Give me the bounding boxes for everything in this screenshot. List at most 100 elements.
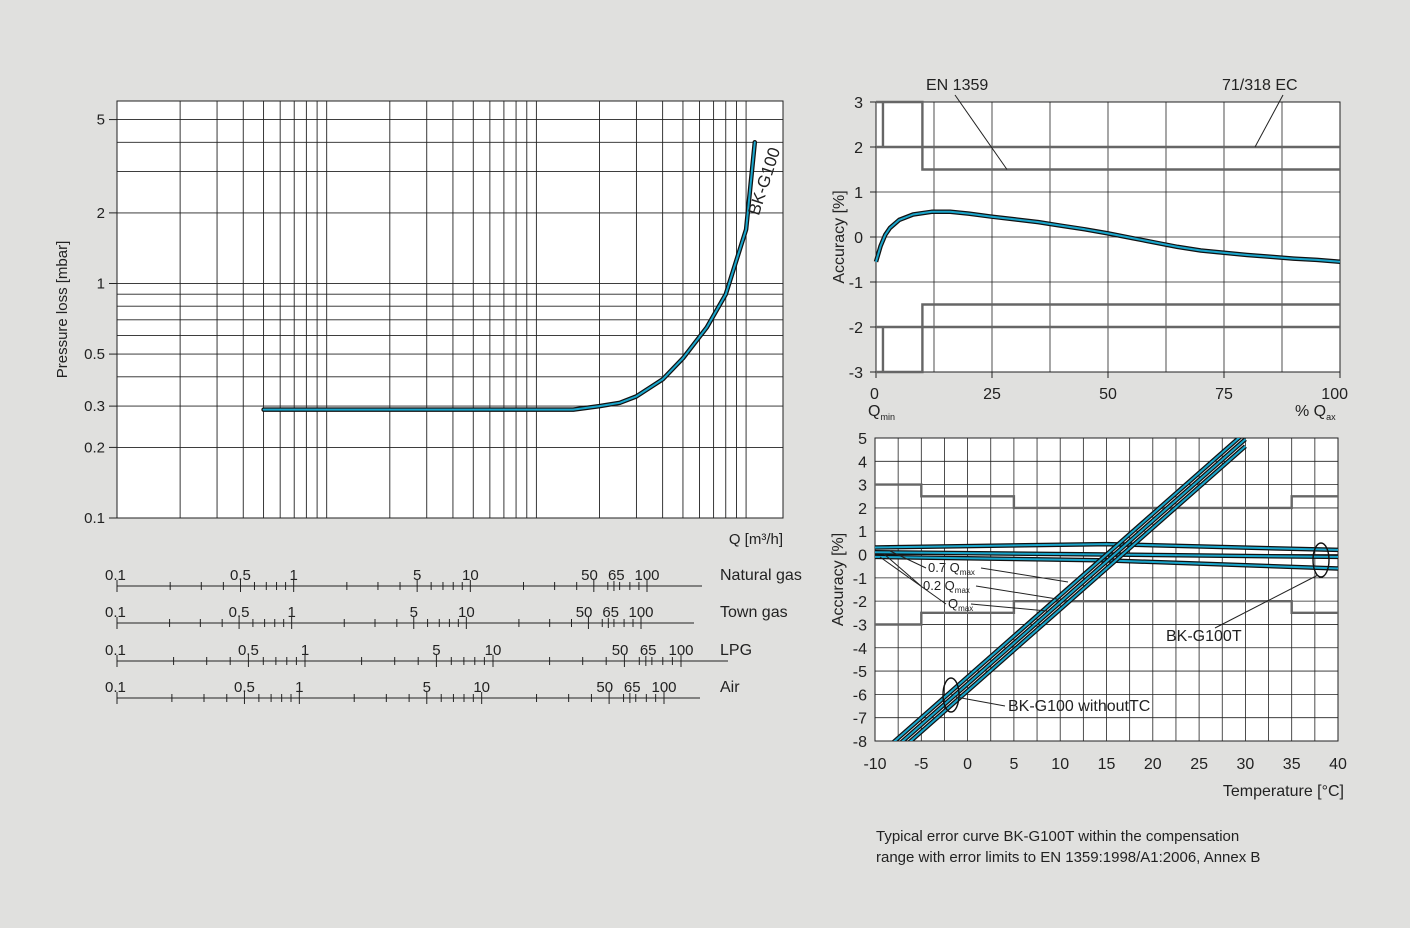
temperature-y-tick-label: -4 (853, 641, 867, 658)
temperature-series-line (909, 445, 1247, 741)
gas-scale-tick-label: 50 (576, 604, 593, 621)
flow-qmin-sub: min (880, 412, 895, 422)
gas-scale-0: 0.1 0.5 1 5 10 50 65 100 Natural gas (105, 567, 802, 592)
flow-x-tick-label: 100 (1321, 386, 1348, 403)
flow-y-tick-label: 0 (854, 230, 863, 247)
gas-scale-tick-label: 65 (602, 604, 619, 621)
temperature-x-tick-label: 40 (1329, 756, 1347, 773)
temperature-x-tick-label: 15 (1098, 756, 1116, 773)
temperature-series-line (893, 438, 1241, 741)
temperature-annotation-bkg100t: BK-G100T (1166, 628, 1242, 645)
temperature-annotation-withouttc: BK-G100 withoutTC (1008, 698, 1150, 715)
temperature-limit-upper (875, 483, 1338, 510)
flow-x-axis-label: % Qax (1295, 403, 1336, 422)
temperature-series-group (875, 438, 1338, 741)
pressure-y-axis-label: Pressure loss [mbar] (54, 241, 71, 379)
temperature-y-tick-label: 3 (858, 478, 867, 495)
flow-y-tick-label: 3 (854, 95, 863, 112)
flow-limit-lower (876, 325, 1340, 374)
flow-series-line (875, 210, 1341, 263)
gas-scale-3: 0.1 0.5 1 5 10 50 65 100 Air (105, 679, 740, 704)
gas-scale-tick-label: 50 (596, 679, 613, 696)
flow-annotation-71318: 71/318 EC (1222, 77, 1298, 94)
temperature-x-tick-label: 25 (1190, 756, 1208, 773)
temperature-flow-label-leader (975, 585, 1058, 600)
flow-qmin-label: Qmin (868, 403, 895, 422)
gas-scale-2: 0.1 0.5 1 5 10 50 65 100 LPG (105, 642, 752, 667)
temperature-flow-label-leader (980, 567, 1069, 583)
temperature-flow-label-leader (889, 550, 927, 569)
gas-scale-label: Natural gas (720, 567, 802, 584)
pressure-y-tick-label: 0.5 (84, 346, 105, 363)
temperature-bkg100t-leader (1214, 574, 1319, 629)
gas-scale-tick-label: 0.1 (105, 604, 126, 621)
gas-scale-tick-label: 100 (651, 679, 676, 696)
temperature-y-tick-label: -6 (853, 687, 867, 704)
flow-limit-lower (876, 303, 1340, 329)
pressure-y-tick-label: 0.1 (84, 510, 105, 527)
gas-scale-tick-label: 0.5 (230, 567, 251, 584)
temperature-x-axis-label: Temperature [°C] (1223, 783, 1344, 800)
flow-annotation-en1359: EN 1359 (926, 77, 988, 94)
temperature-flow-label-leader (883, 553, 922, 587)
gas-scale-tick-label: 65 (624, 679, 641, 696)
gas-scale-tick-label: 10 (485, 642, 502, 659)
flow-x-tick-label: 0 (870, 386, 879, 403)
gas-scale-label: Town gas (720, 604, 788, 621)
accuracy-flow-chart: -3 -2 -1 0 1 2 3 0 25 50 75 100 Accuracy [%] Qmin % Qa… (831, 77, 1348, 422)
temperature-y-tick-label: 5 (858, 431, 867, 448)
gas-scale-tick-label: 10 (462, 567, 479, 584)
gas-scale-tick-label: 0.1 (105, 567, 126, 584)
gas-scale-tick-label: 1 (287, 604, 295, 621)
gas-scale-tick-label: 5 (410, 604, 418, 621)
temperature-flow-label-sub: max (960, 568, 975, 577)
temperature-x-tick-label: 0 (963, 756, 972, 773)
temperature-y-tick-label: 4 (858, 454, 867, 471)
temperature-flow-label-leader (879, 556, 947, 605)
gas-scale-tick-label: 5 (423, 679, 431, 696)
gas-scale-tick-label: 5 (432, 642, 440, 659)
gas-scale-tick-label: 0.5 (238, 642, 259, 659)
temperature-y-tick-label: -8 (853, 734, 867, 751)
temperature-withouttc-leader (955, 696, 1006, 707)
temperature-x-tick-label: 30 (1237, 756, 1255, 773)
flow-y-axis-label: Accuracy [%] (831, 190, 848, 283)
flow-limit-upper (876, 100, 1340, 149)
gas-scale-tick-label: 5 (413, 567, 421, 584)
gas-scale-tick-label: 100 (668, 642, 693, 659)
temperature-withouttc-ellipse (942, 677, 960, 713)
caption: Typical error curve BK-G100T within the … (876, 826, 1396, 868)
temperature-x-tick-label: 35 (1283, 756, 1301, 773)
gas-scale-tick-label: 0.1 (105, 642, 126, 659)
flow-y-tick-label: 2 (854, 140, 863, 157)
gas-scale-tick-label: 65 (640, 642, 657, 659)
pressure-plot-area (116, 100, 784, 519)
gas-scale-tick-label: 0.5 (234, 679, 255, 696)
gas-scale-tick-label: 65 (608, 567, 625, 584)
flow-x-tick-label: 50 (1099, 386, 1117, 403)
temperature-limit-lower (875, 600, 1338, 626)
gas-scale-tick-label: 1 (289, 567, 297, 584)
temperature-x-tick-label: 10 (1051, 756, 1069, 773)
temperature-y-tick-label: -7 (853, 711, 867, 728)
flow-annotation-leader (1254, 94, 1284, 148)
temperature-x-tick-label: -10 (863, 756, 886, 773)
flow-y-tick-label: -1 (849, 275, 863, 292)
flow-y-tick-label: -3 (849, 365, 863, 382)
gas-scale-tick-label: 100 (634, 567, 659, 584)
pressure-series-line (262, 141, 756, 411)
flow-y-tick-label: 1 (854, 185, 863, 202)
pressure-y-tick-label: 0.2 (84, 439, 105, 456)
gas-scale-tick-label: 1 (301, 642, 309, 659)
flow-x-axis-sub: ax (1326, 412, 1336, 422)
temperature-flow-label-leader (970, 603, 1048, 612)
temperature-y-tick-label: -2 (853, 594, 867, 611)
gas-scale-tick-label: 10 (473, 679, 490, 696)
gas-scale-tick-label: 50 (581, 567, 598, 584)
temperature-flow-label-sub: max (955, 586, 970, 595)
gas-scale-label: LPG (720, 642, 752, 659)
flow-limit-upper (876, 145, 1340, 171)
flow-x-tick-label: 25 (983, 386, 1001, 403)
gas-scale-tick-label: 0.1 (105, 679, 126, 696)
gas-scale-tick-label: 1 (295, 679, 303, 696)
